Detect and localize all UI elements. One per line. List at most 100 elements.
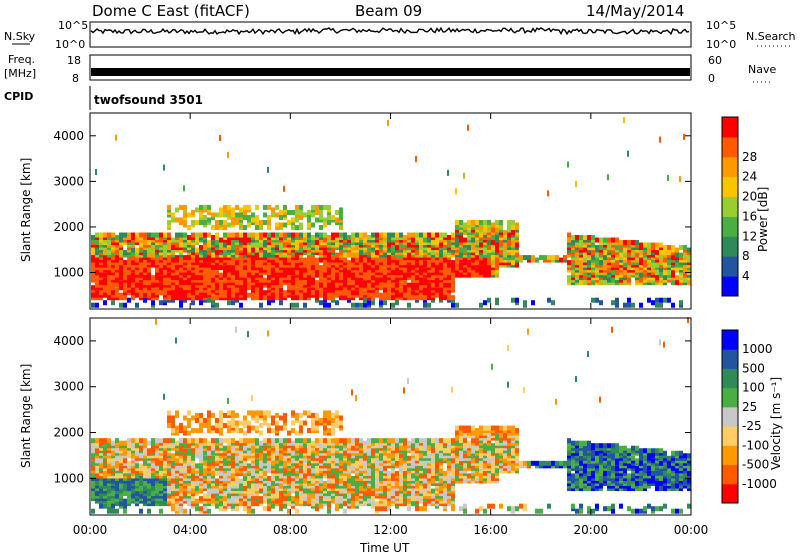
radar-cell	[323, 260, 327, 266]
radar-cell	[347, 247, 351, 253]
radar-cell	[227, 473, 231, 479]
radar-cell	[431, 275, 435, 281]
radar-cell	[135, 290, 139, 296]
radar-cell	[451, 265, 455, 271]
radar-cell	[219, 501, 223, 507]
radar-cell	[319, 255, 323, 261]
radar-cell	[315, 498, 319, 504]
radar-cell	[615, 280, 619, 286]
radar-cell	[283, 493, 287, 499]
radar-cell	[323, 255, 327, 261]
radar-cell	[287, 508, 291, 514]
radar-cell	[227, 245, 231, 251]
radar-cell	[115, 275, 119, 281]
radar-cell	[207, 475, 211, 481]
radar-cell	[99, 285, 103, 291]
radar-cell	[159, 470, 163, 476]
radar-cell	[287, 458, 291, 464]
radar-cell	[215, 295, 219, 301]
radar-cell	[195, 287, 199, 293]
radar-cell	[183, 470, 187, 476]
radar-cell	[227, 292, 231, 298]
radar-cell	[111, 465, 115, 471]
radar-cell	[255, 240, 259, 246]
radar-cell	[283, 265, 287, 271]
radar-cell	[215, 478, 219, 484]
radar-cell	[247, 262, 251, 268]
radar-cell	[251, 465, 255, 471]
radar-cell	[347, 252, 351, 258]
radar-cell	[239, 488, 243, 494]
radar-cell	[459, 240, 463, 246]
radar-cell	[427, 292, 431, 298]
radar-cell	[255, 440, 259, 446]
radar-cell	[123, 267, 127, 273]
radar-cell	[107, 483, 111, 489]
radar-cell	[159, 245, 163, 251]
radar-cell	[403, 242, 407, 248]
radar-cell	[303, 488, 307, 494]
radar-cell	[207, 496, 211, 502]
radar-cell	[607, 280, 611, 286]
radar-cell	[319, 240, 323, 246]
radar-cell	[243, 468, 247, 474]
radar-cell	[235, 240, 239, 246]
radar-cell	[259, 225, 263, 231]
radar-cell	[119, 443, 123, 449]
radar-cell	[179, 483, 183, 489]
radar-cell	[331, 260, 335, 266]
radar-cell	[591, 250, 595, 256]
freq-trace	[91, 68, 690, 76]
radar-cell	[239, 486, 243, 492]
radar-cell	[227, 280, 231, 286]
radar-cell	[147, 285, 151, 291]
radar-cell	[91, 478, 95, 484]
radar-cell	[387, 237, 391, 243]
radar-cell	[447, 245, 451, 251]
radar-cell	[571, 250, 575, 256]
radar-cell	[435, 262, 439, 268]
radar-cell	[287, 493, 291, 499]
radar-cell	[575, 280, 579, 286]
radar-cell	[287, 478, 291, 484]
radar-cell	[287, 453, 291, 459]
freq-label: Freq.	[8, 53, 35, 66]
radar-cell	[315, 450, 319, 456]
radar-cell	[611, 245, 615, 251]
radar-cell	[147, 295, 151, 301]
radar-cell	[643, 255, 647, 261]
freq-panel-frame	[89, 54, 692, 81]
radar-cell	[483, 232, 487, 238]
radar-cell	[607, 252, 611, 258]
radar-cell	[439, 262, 443, 268]
radar-cell	[407, 272, 411, 278]
radar-cell	[119, 453, 123, 459]
radar-cell	[287, 282, 291, 288]
radar-cell	[631, 252, 635, 258]
radar-cell	[419, 280, 423, 286]
radar-cell	[199, 295, 203, 301]
radar-cell	[295, 453, 299, 459]
radar-cell	[139, 277, 143, 283]
radar-cell	[127, 493, 131, 499]
radar-cell	[159, 458, 163, 464]
radar-cell	[231, 428, 235, 434]
radar-cell	[303, 483, 307, 489]
radar-cell	[287, 475, 291, 481]
radar-cell	[287, 486, 291, 492]
radar-cell	[155, 247, 159, 253]
radar-cell	[263, 463, 267, 469]
radar-cell	[191, 287, 195, 293]
radar-cell	[119, 270, 123, 276]
radar-cell	[163, 463, 167, 469]
radar-cell	[167, 285, 171, 291]
radar-cell	[147, 292, 151, 298]
radar-cell	[95, 285, 99, 291]
radar-cell	[279, 267, 283, 273]
radar-cell	[99, 272, 103, 278]
radar-cell	[207, 468, 211, 474]
radar-cell	[547, 255, 551, 261]
radar-cell	[663, 275, 667, 281]
radar-cell	[343, 255, 347, 261]
radar-cell	[483, 252, 487, 258]
